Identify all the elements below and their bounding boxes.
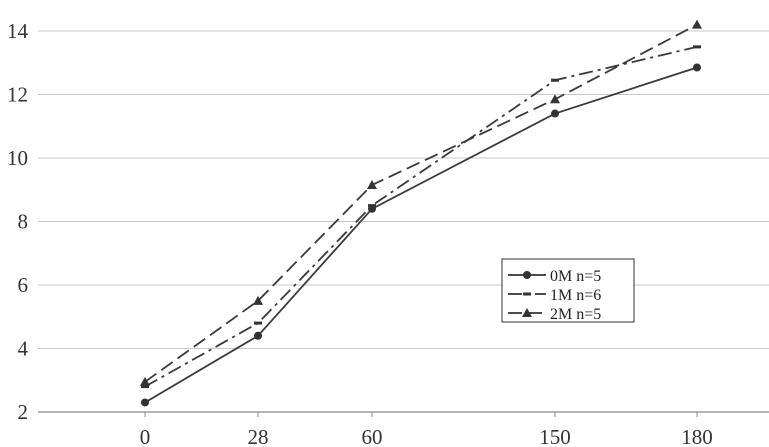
data-point	[693, 63, 701, 72]
data-point	[551, 78, 559, 82]
x-tick-label: 60	[362, 425, 383, 447]
series-3	[140, 19, 702, 386]
data-point	[254, 331, 262, 340]
series-1	[141, 63, 701, 407]
data-point	[693, 45, 701, 49]
series-line	[144, 23, 698, 383]
legend-label: 2M n=5	[550, 306, 601, 323]
x-axis-ticks: 0 28 60 150 180	[140, 412, 713, 447]
data-point	[368, 204, 376, 208]
series-group	[140, 19, 702, 407]
legend-marker	[523, 292, 531, 296]
legend-item: 2M n=5	[508, 306, 601, 323]
legend: 0M n=5 1M n=6 2M n=5	[501, 258, 635, 323]
series-line	[144, 45, 698, 388]
legend-item: 1M n=6	[508, 287, 601, 304]
y-tick-label: 12	[7, 83, 28, 107]
legend-marker	[523, 271, 531, 279]
data-point	[692, 19, 702, 29]
gridlines	[38, 30, 769, 349]
data-point	[367, 179, 377, 189]
data-point	[551, 109, 559, 118]
legend-label: 1M n=6	[550, 287, 601, 304]
data-point	[550, 94, 560, 104]
data-point	[141, 398, 149, 407]
y-tick-label: 14	[7, 19, 29, 43]
series-2	[141, 45, 701, 389]
series-line	[144, 66, 698, 404]
data-point	[254, 321, 262, 325]
x-tick-label: 0	[140, 425, 151, 447]
y-tick-label: 6	[18, 273, 29, 297]
x-tick-label: 28	[248, 425, 269, 447]
data-point	[141, 385, 149, 389]
legend-box	[501, 258, 635, 323]
y-axis-ticks: 2 4 6 8 10 12 14	[7, 19, 29, 424]
y-tick-label: 2	[18, 400, 29, 424]
y-tick-label: 4	[18, 337, 29, 361]
legend-item: 0M n=5	[508, 268, 601, 285]
legend-marker	[522, 308, 532, 317]
y-tick-label: 10	[7, 146, 28, 170]
legend-label: 0M n=5	[550, 268, 601, 285]
y-tick-label: 8	[18, 210, 29, 234]
x-tick-label: 150	[539, 425, 571, 447]
data-point	[140, 376, 150, 386]
data-point	[253, 295, 263, 305]
x-tick-label: 180	[681, 425, 713, 447]
